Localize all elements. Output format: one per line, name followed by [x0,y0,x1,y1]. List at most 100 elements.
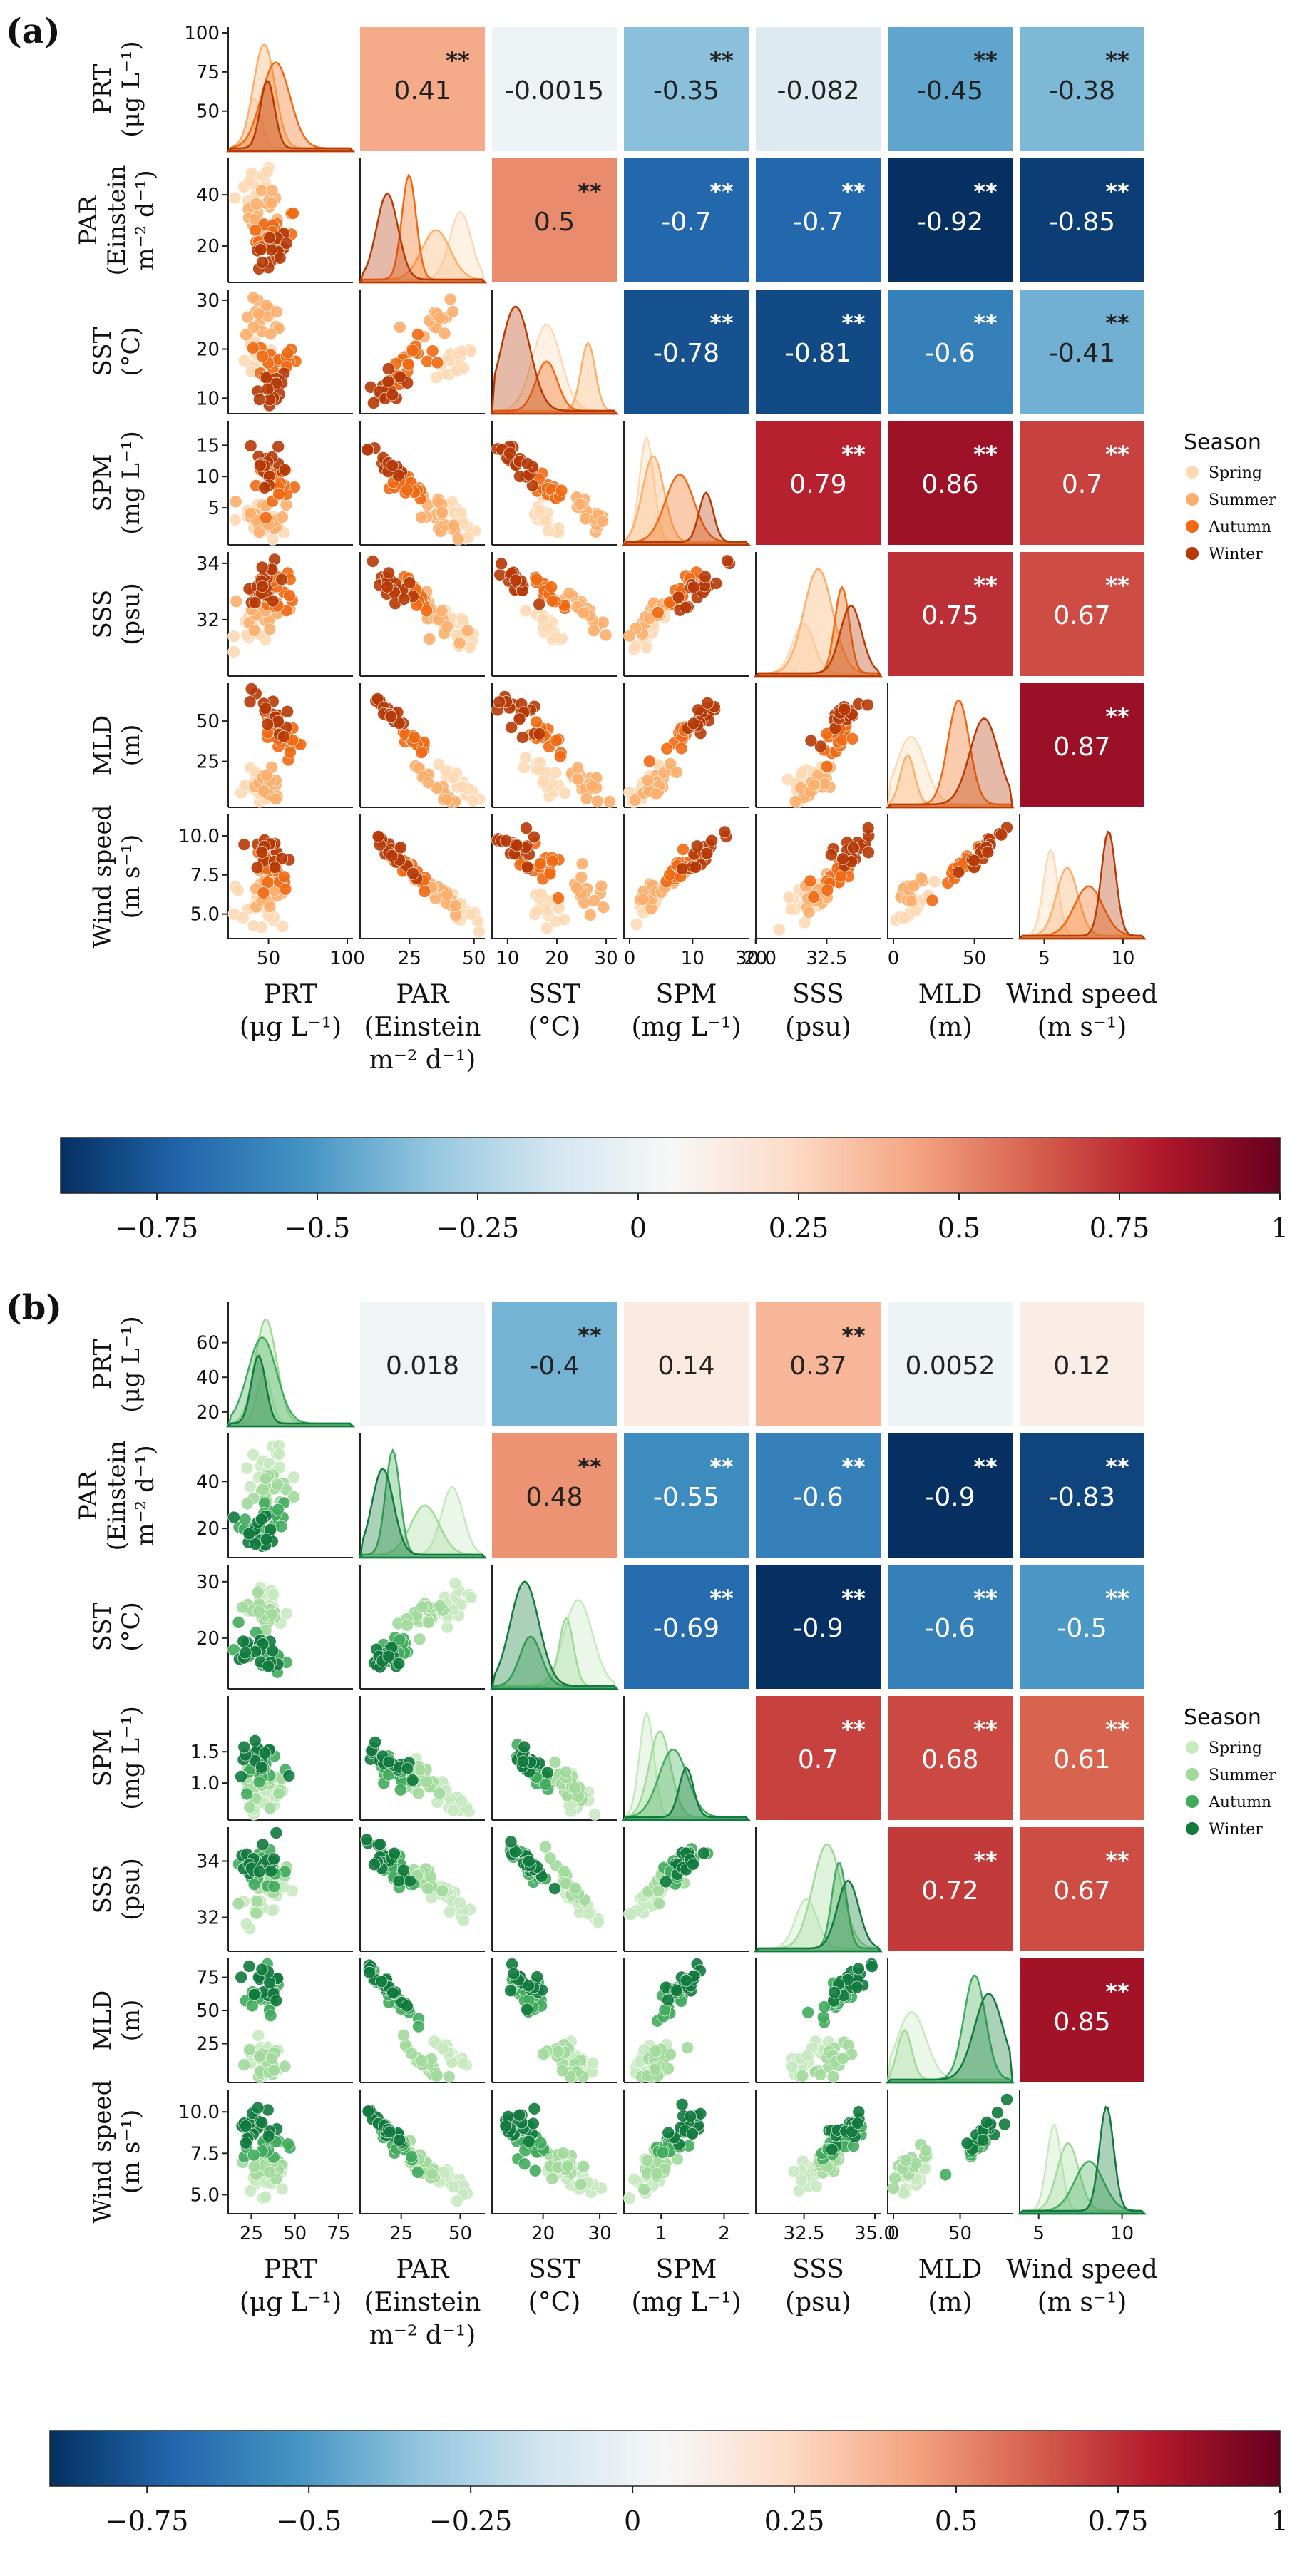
correlation-tile [1020,290,1144,414]
density-curve [1017,830,1147,940]
correlation-tile [756,1565,881,1689]
legend-marker [1186,466,1199,479]
correlation-value: 0.85 [1053,2008,1110,2037]
x-tick-label: 10 [681,948,704,969]
scatter-point [265,196,278,210]
y-tick-label: 100 [184,23,220,44]
y-axis-label: (°C) [117,1602,145,1652]
scatter-point [520,822,533,834]
y-axis-label: Wind speed [88,805,117,949]
scatter-point [595,879,608,893]
scatter-point [418,885,431,898]
axes [227,1696,353,1821]
significance-marker: ** [973,441,998,468]
scatter-point [270,1826,283,1839]
scatter-point [796,2069,809,2082]
x-tick-label: 50 [963,948,986,969]
scatter-point [597,901,610,914]
correlation-tile [888,290,1013,414]
scatter-point [555,2064,569,2077]
scatter-point [415,746,428,759]
scatter-point [507,1967,521,1980]
x-tick-label: 32.5 [784,2223,825,2244]
scatter-point [240,1787,253,1801]
colorbar-tick-label: 1 [1271,1212,1288,1244]
correlation-value: 0.67 [1053,601,1110,630]
x-axis-label: SST [528,980,580,1009]
scatter-point [546,854,559,868]
scatter-point [247,1878,261,1891]
scatter-point [261,382,275,396]
scatter-point [558,787,571,799]
scatter-point [533,727,546,740]
x-tick-label: 30 [595,948,618,969]
cell-sss-prt: 32 34 [196,552,353,677]
axes [227,552,353,677]
legend-marker [1186,1822,1199,1835]
scatter-point [280,499,293,511]
scatter-point [251,2101,265,2115]
panel-label: (b) [6,1288,62,1328]
cell-spm-sst [491,1696,617,1821]
scatter-point [408,731,421,744]
axes [491,552,617,677]
scatter-point [519,751,533,765]
scatter-point [393,2134,406,2147]
cell-sss-spm [623,1827,749,1952]
scatter-point [282,1769,296,1782]
correlation-value: 0.68 [921,1745,978,1774]
y-axis-label: (psu) [117,1858,145,1921]
scatter-point [276,920,289,933]
legend-title: Season [1184,430,1261,455]
scatter-point [533,504,547,517]
legend-marker [1186,1741,1199,1754]
correlation-tile [756,1433,881,1558]
scatter-point [773,923,786,936]
scatter-point [453,636,466,650]
axes [755,683,881,808]
y-tick-label: 10 [196,466,220,488]
x-tick-label: 2 [718,2223,730,2244]
correlation-value: 0.67 [1053,1876,1110,1906]
scatter-point [851,2117,864,2130]
density-curve [359,193,488,284]
scatter-point [558,1865,571,1879]
correlation-value: -0.38 [1049,76,1115,106]
scatter-point [275,852,289,865]
correlation-value: -0.85 [1049,208,1115,237]
significance-marker: ** [578,178,602,205]
scatter-point [577,2160,590,2173]
y-tick-label: 40 [196,1471,220,1493]
cell-sst-spm: -0.78** [624,290,749,414]
x-tick-label: 25 [389,2223,413,2244]
scatter-point [499,2120,513,2132]
cell-mld-sst [491,683,617,808]
scatter-point [596,515,609,528]
significance-marker: ** [1105,572,1129,599]
cell-prt-spm: 0.14 [624,1302,749,1426]
y-tick-label: 20 [196,1518,220,1540]
cell-mld-sss [755,1958,881,2083]
correlation-tile [624,158,749,282]
density-curve [753,568,883,678]
legend-entry: Autumn [1208,1794,1271,1811]
y-axis-label: SST [88,327,117,376]
scatter-point [553,750,567,763]
significance-marker: ** [1105,178,1129,205]
colorbar-tick-label: 0 [630,1212,647,1244]
x-axis-label-unit: (psu) [785,1013,851,1042]
scatter-point [539,513,552,527]
y-axis-label: SPM [88,1729,117,1787]
x-axis-label-unit: (psu) [785,2288,851,2317]
scatter-point [440,889,453,901]
density-curve [226,61,356,153]
legend-entry: Summer [1209,1767,1276,1784]
legend-entry: Winter [1209,546,1263,563]
x-tick-label: 10 [1111,948,1134,969]
scatter-point [563,587,576,600]
significance-marker: ** [709,1585,734,1612]
axes [227,1565,353,1690]
correlation-value: 0.7 [798,1745,839,1774]
y-axis-label: (mg L⁻¹) [117,1706,145,1810]
